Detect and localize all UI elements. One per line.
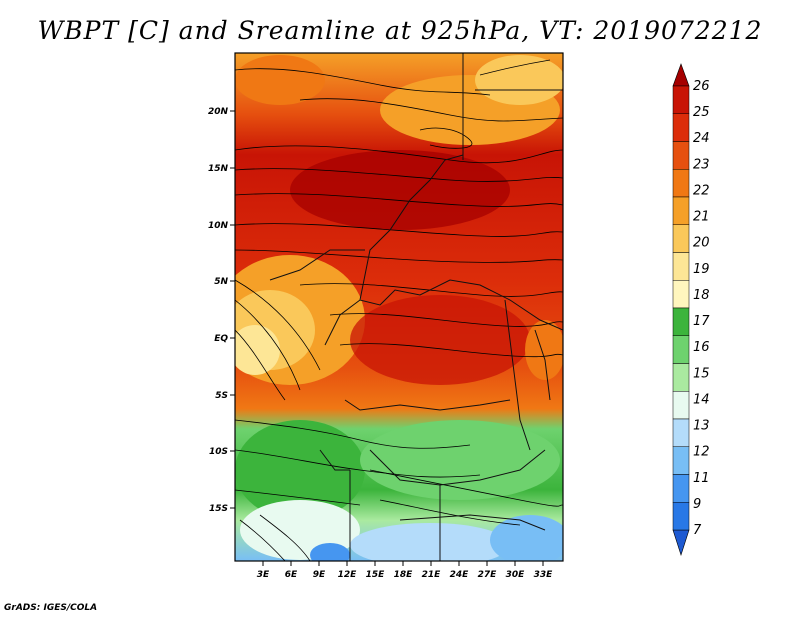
colorbar-segment	[672, 224, 690, 253]
lat-label: EQ	[214, 334, 228, 344]
latitude-axis: 20N 15N 10N 5N EQ 5S 10S 15S	[208, 107, 235, 514]
country-boundaries	[269, 53, 563, 561]
lon-label: 24E	[450, 570, 470, 580]
colorbar-segment	[672, 280, 690, 309]
colorbar-segment	[672, 335, 690, 364]
colorbar: 26 25 24 23 22 21 20 19 18 17 16 15 14 13 12 11 9 7	[672, 63, 710, 556]
colorbar-label: 18	[693, 288, 710, 303]
colorbar-segment	[672, 446, 690, 475]
colorbar-bottom-arrow	[672, 529, 690, 556]
lon-label: 9E	[313, 570, 326, 580]
lon-label: 15E	[366, 570, 386, 580]
colorbar-segment	[672, 307, 690, 336]
footer-credit: GrADS: IGES/COLA	[4, 603, 98, 613]
colorbar-label: 16	[693, 340, 710, 355]
colorbar-label: 11	[693, 471, 710, 486]
lat-label: 10N	[208, 221, 229, 231]
lon-label: 6E	[285, 570, 298, 580]
lon-label: 21E	[422, 570, 442, 580]
colorbar-segment	[672, 196, 690, 225]
lon-label: 18E	[394, 570, 414, 580]
colorbar-label: 20	[693, 236, 710, 251]
colorbar-label: 12	[693, 445, 710, 460]
lon-label: 33E	[534, 570, 554, 580]
colorbar-segment	[672, 391, 690, 420]
lat-label: 5S	[215, 391, 228, 401]
lon-label: 3E	[257, 570, 270, 580]
lat-label: 15S	[209, 504, 228, 514]
colorbar-label: 17	[693, 314, 710, 329]
colorbar-label: 15	[693, 366, 710, 381]
lon-label: 30E	[506, 570, 526, 580]
colorbar-top-arrow	[672, 63, 690, 87]
colorbar-label: 22	[693, 183, 710, 198]
colorbar-segment	[672, 169, 690, 198]
plot-title: WBPT [C] and Sreamline at 925hPa, VT: 20…	[37, 16, 763, 45]
colorbar-label: 24	[693, 131, 710, 146]
colorbar-segment	[672, 502, 690, 531]
colorbar-segment	[672, 418, 690, 447]
longitude-axis: 3E 6E 9E 12E 15E 18E 21E 24E 27E 30E 33E	[257, 561, 553, 580]
wbpt-field	[235, 53, 563, 561]
colorbar-label: 9	[693, 497, 701, 512]
colorbar-segment	[672, 474, 690, 503]
colorbar-segment	[672, 141, 690, 170]
colorbar-label: 25	[693, 105, 710, 120]
lat-label: 20N	[208, 107, 229, 117]
colorbar-segment	[672, 85, 690, 114]
lon-label: 12E	[338, 570, 358, 580]
colorbar-label: 26	[693, 79, 710, 94]
colorbar-segment	[672, 363, 690, 392]
colorbar-label: 14	[693, 392, 710, 407]
lat-label: 15N	[208, 164, 229, 174]
colorbar-label: 21	[693, 210, 710, 225]
colorbar-label: 13	[693, 419, 710, 434]
lat-label: 5N	[214, 277, 228, 287]
colorbar-segment	[672, 252, 690, 281]
lat-label: 10S	[209, 447, 228, 457]
colorbar-segment	[672, 113, 690, 142]
colorbar-label: 23	[693, 157, 710, 172]
colorbar-label: 7	[693, 523, 702, 538]
streamlines	[235, 59, 563, 561]
map-frame	[234, 52, 564, 562]
colorbar-label: 19	[693, 262, 710, 277]
lon-label: 27E	[478, 570, 498, 580]
